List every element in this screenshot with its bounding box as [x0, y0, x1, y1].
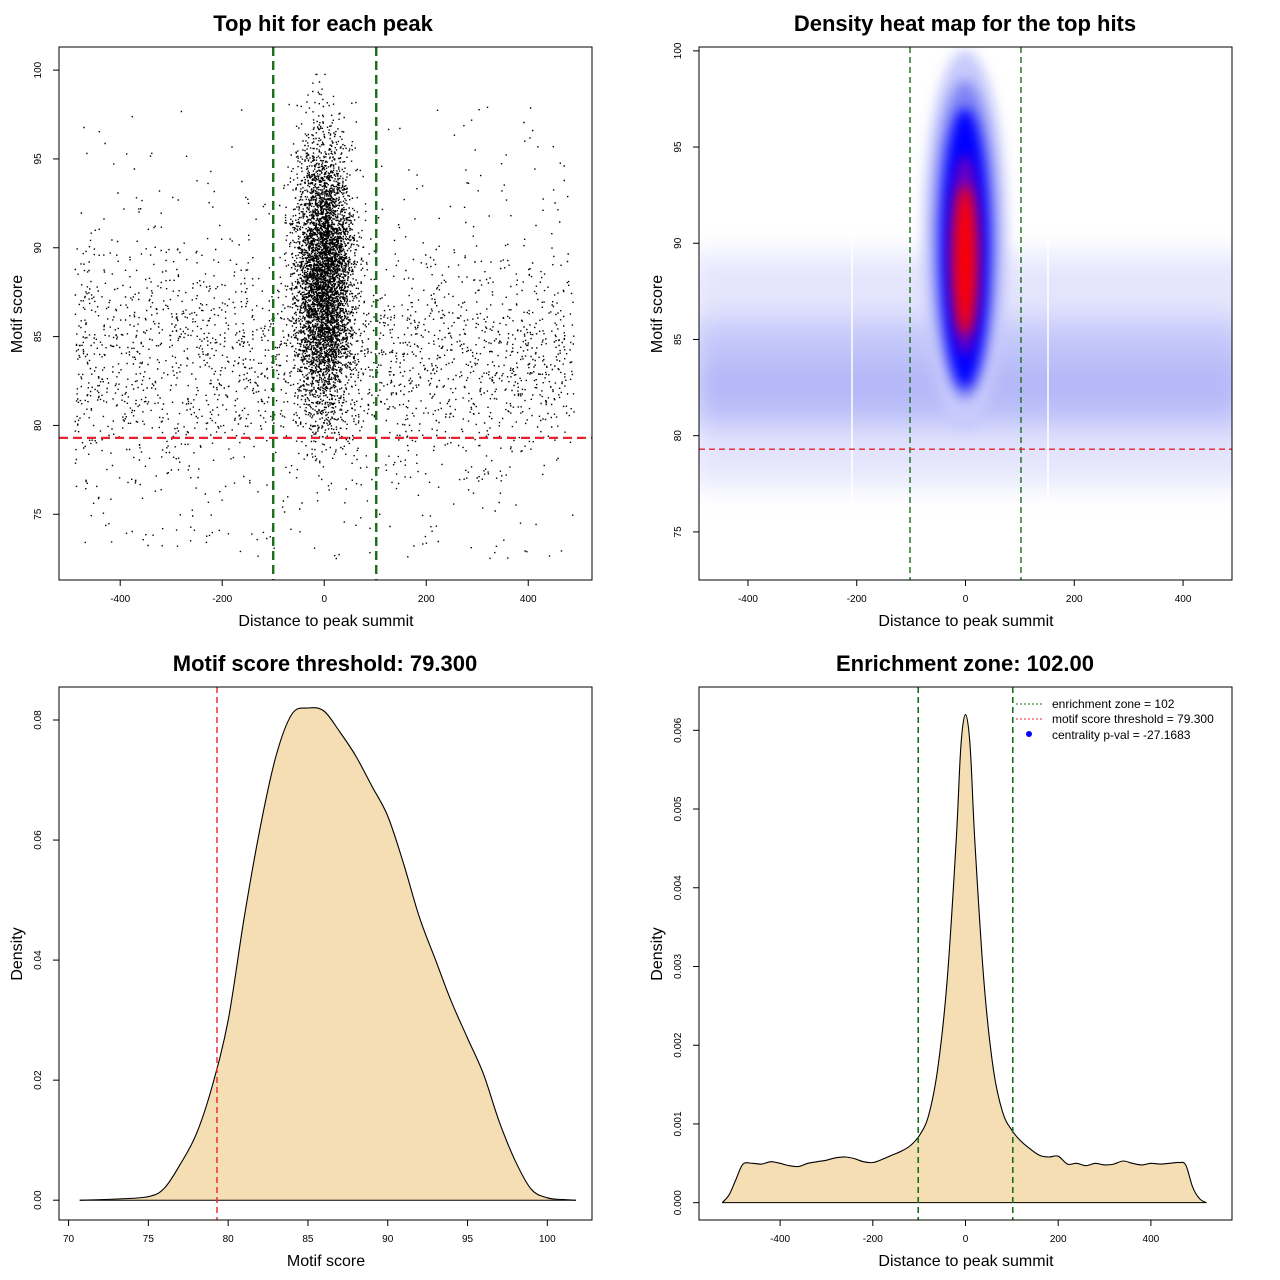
x-tick-label: 400 — [1143, 1234, 1160, 1245]
x-tick-label: 70 — [63, 1234, 75, 1245]
y-tick-label: 75 — [673, 526, 684, 538]
y-tick-label: 0.000 — [673, 1190, 684, 1215]
heatmap-x-ticks: -400 -200 0 200 400 — [738, 580, 1192, 605]
score-density-x-ticks: 70 75 80 85 90 95 100 — [63, 1220, 556, 1245]
distance-density-ylabel: Density — [649, 927, 666, 980]
x-tick-label: 0 — [963, 594, 969, 605]
x-tick-label: -400 — [110, 594, 130, 605]
y-tick-label: 100 — [33, 61, 44, 78]
y-tick-label: 0.001 — [673, 1111, 684, 1136]
y-tick-label: 0.003 — [673, 954, 684, 979]
score-density-area — [79, 687, 577, 1220]
distance-density-title: Enrichment zone: 102.00 — [836, 651, 1094, 676]
heatmap-core-density — [923, 50, 1007, 430]
x-tick-label: 200 — [1050, 1234, 1067, 1245]
scatter-reference-lines — [59, 47, 592, 580]
distance-density-area — [721, 687, 1207, 1220]
panel-distance-density: Enrichment zone: 102.00 -400 -200 0 200 400 … — [649, 651, 1233, 1270]
y-tick-label: 0.06 — [33, 830, 44, 850]
y-tick-label: 90 — [33, 242, 44, 254]
x-tick-label: 400 — [1175, 594, 1192, 605]
y-tick-label: 85 — [673, 333, 684, 345]
heatmap-title: Density heat map for the top hits — [794, 11, 1136, 36]
x-tick-label: -200 — [863, 1234, 883, 1245]
y-tick-label: 0.004 — [673, 875, 684, 900]
x-tick-label: -200 — [847, 594, 867, 605]
x-tick-label: 200 — [1066, 594, 1083, 605]
x-tick-label: 75 — [143, 1234, 155, 1245]
score-density-plot-box — [58, 686, 593, 1221]
distance-density-xlabel: Distance to peak summit — [878, 1253, 1054, 1270]
score-density-xlabel: Motif score — [287, 1253, 365, 1270]
legend-item-enrichment: enrichment zone = 102 — [1052, 697, 1175, 711]
y-tick-label: 80 — [673, 430, 684, 442]
y-tick-label: 95 — [33, 153, 44, 165]
scatter-title: Top hit for each peak — [213, 11, 433, 36]
scatter-xlabel: Distance to peak summit — [238, 613, 414, 630]
x-tick-label: 400 — [520, 594, 537, 605]
distance-density-y-ticks: 0.000 0.001 0.002 0.003 0.004 0.005 0.006 — [673, 717, 699, 1215]
density-curve — [721, 714, 1207, 1204]
distance-density-x-ticks: -400 -200 0 200 400 — [770, 1220, 1160, 1245]
y-tick-label: 85 — [33, 331, 44, 343]
panel-scatter: Top hit for each peak -400 -200 0 200 400 75… — [9, 11, 593, 630]
density-curve — [79, 707, 577, 1201]
y-tick-label: 90 — [673, 237, 684, 249]
x-tick-label: 80 — [223, 1234, 235, 1245]
score-density-ylabel: Density — [9, 927, 26, 980]
x-tick-label: -400 — [738, 594, 758, 605]
y-tick-label: 0.08 — [33, 710, 44, 730]
y-tick-label: 0.02 — [33, 1070, 44, 1090]
x-tick-label: 200 — [418, 594, 435, 605]
x-tick-label: 100 — [539, 1234, 556, 1245]
y-tick-label: 95 — [673, 141, 684, 153]
heatmap-y-ticks: 75 80 85 90 95 100 — [673, 42, 699, 537]
y-tick-label: 0.04 — [33, 950, 44, 970]
y-tick-label: 0.006 — [673, 717, 684, 742]
scatter-point-cloud — [74, 73, 575, 560]
x-tick-label: 0 — [963, 1234, 969, 1245]
scatter-ylabel: Motif score — [9, 275, 26, 353]
legend-item-pval: centrality p-val = -27.1683 — [1052, 728, 1191, 742]
scatter-x-ticks: -400 -200 0 200 400 — [110, 580, 537, 605]
y-tick-label: 100 — [673, 42, 684, 59]
y-tick-label: 75 — [33, 508, 44, 520]
y-tick-label: 0.002 — [673, 1032, 684, 1057]
scatter-y-ticks: 75 80 85 90 95 100 — [33, 61, 59, 520]
legend-blue-dot — [1026, 731, 1032, 737]
heatmap-ylabel: Motif score — [649, 275, 666, 353]
score-density-title: Motif score threshold: 79.300 — [173, 651, 477, 676]
heatmap-xlabel: Distance to peak summit — [878, 613, 1054, 630]
panel-score-density: Motif score threshold: 79.300 70 75 80 85 90… — [9, 651, 593, 1270]
heatmap-reference-lines — [699, 47, 1232, 580]
y-tick-label: 80 — [33, 419, 44, 431]
panel-heatmap: Density heat map for the top hits -400 -2… — [649, 11, 1233, 630]
density-fill — [722, 714, 1207, 1203]
score-density-y-ticks: 0.00 0.02 0.04 0.06 0.08 — [33, 710, 59, 1210]
density-fill — [79, 707, 576, 1201]
x-tick-label: -400 — [770, 1234, 790, 1245]
x-tick-label: 95 — [462, 1234, 474, 1245]
y-tick-label: 0.005 — [673, 796, 684, 821]
x-tick-label: 90 — [382, 1234, 394, 1245]
legend: enrichment zone = 102 motif score thresh… — [1016, 697, 1214, 742]
legend-item-threshold: motif score threshold = 79.300 — [1052, 712, 1214, 726]
x-tick-label: 85 — [302, 1234, 314, 1245]
y-tick-label: 0.00 — [33, 1190, 44, 1210]
scatter-points — [74, 73, 575, 560]
x-tick-label: 0 — [321, 594, 327, 605]
scatter-plot-box — [58, 46, 593, 581]
x-tick-label: -200 — [212, 594, 232, 605]
